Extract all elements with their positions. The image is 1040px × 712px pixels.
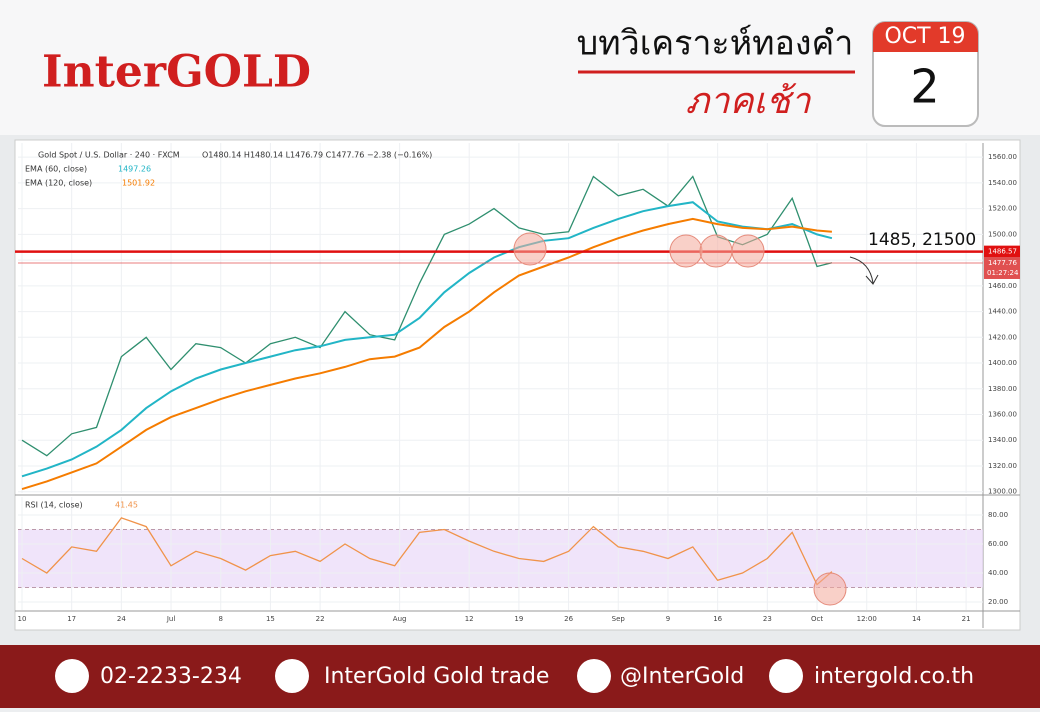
series-line — [21, 201, 833, 478]
y-tick-label: 1460.00 — [988, 282, 1017, 290]
y-tick-label: 20.00 — [988, 598, 1008, 606]
legend-rsi-value: 41.45 — [115, 501, 138, 510]
x-tick-label: 8 — [219, 615, 223, 623]
down-arrow — [849, 256, 879, 285]
x-tick-label: 17 — [67, 615, 76, 623]
line-icon — [577, 659, 611, 693]
series-line — [21, 217, 832, 491]
y-tick-label: 1500.00 — [988, 230, 1017, 238]
facebook-icon — [275, 659, 309, 693]
legend-ema120: EMA (120, close) — [25, 179, 92, 188]
legend-ema120-value: 1501.92 — [122, 179, 155, 188]
series-line — [21, 175, 833, 457]
x-tick-label: 15 — [266, 615, 275, 623]
last-price-tag — [984, 256, 1020, 279]
footer-facebook: InterGold Gold trade — [324, 664, 549, 689]
header-background — [0, 0, 1040, 135]
y-tick-label: 1320.00 — [988, 462, 1017, 470]
legend-ema60-value: 1497.26 — [118, 165, 151, 174]
title: บทวิเคราะห์ทองคำ — [577, 24, 854, 64]
calendar-top — [873, 22, 978, 52]
countdown: 01:27:24 — [987, 269, 1019, 277]
y-tick-label: 1420.00 — [988, 333, 1017, 341]
y-tick-label: 1400.00 — [988, 359, 1017, 367]
y-tick-label: 1360.00 — [988, 411, 1017, 419]
ohlc: O1480.14 H1480.14 L1476.79 C1477.76 −2.3… — [202, 151, 432, 160]
x-tick-label: 22 — [316, 615, 325, 623]
y-tick-label: 80.00 — [988, 511, 1008, 519]
last-price-label: 1477.76 — [988, 259, 1017, 267]
highlight-circle — [513, 232, 547, 266]
x-tick-label: 10 — [18, 615, 27, 623]
y-tick-label: 1440.00 — [988, 308, 1017, 316]
subtitle: ภาคเช้า — [686, 81, 813, 122]
x-tick-label: 14 — [912, 615, 921, 623]
web-icon — [769, 659, 803, 693]
phone-icon — [55, 659, 89, 693]
highlights — [513, 232, 847, 606]
legend-ema60: EMA (60, close) — [25, 165, 87, 174]
x-tick-label: Sep — [612, 615, 626, 623]
calendar-month: OCT 19 — [884, 24, 965, 49]
y-tick-label: 1380.00 — [988, 385, 1017, 393]
x-tick-label: 9 — [666, 615, 670, 623]
highlight-circle — [813, 572, 847, 606]
level-label: 1486.57 — [988, 248, 1017, 256]
y-tick-label: 40.00 — [988, 569, 1008, 577]
logo: InterGOLD — [42, 47, 311, 98]
x-tick-label: 12:00 — [857, 615, 877, 623]
x-tick-label: Aug — [393, 615, 407, 623]
calendar-day: 2 — [910, 60, 939, 114]
calendar: OCT 19 2 — [872, 21, 979, 127]
x-tick-label: 19 — [514, 615, 523, 623]
highlight-circle — [699, 234, 733, 268]
footer-website: intergold.co.th — [814, 664, 974, 689]
x-tick-label: 26 — [564, 615, 573, 623]
y-tick-label: 1300.00 — [988, 488, 1017, 496]
y-tick-label: 1540.00 — [988, 179, 1017, 187]
legend-rsi: RSI (14, close) — [25, 501, 83, 510]
y-tick-label: 1560.00 — [988, 153, 1017, 161]
x-tick-label: 23 — [763, 615, 772, 623]
y-tick-label: 1520.00 — [988, 205, 1017, 213]
level-tag — [984, 245, 1020, 258]
highlight-circle — [669, 234, 703, 268]
annotation: 1485, 21500 — [868, 230, 976, 250]
footer: 02-2233-234 InterGold Gold trade @InterG… — [55, 659, 974, 693]
footer-bar — [0, 645, 1040, 708]
y-tick-label: 60.00 — [988, 540, 1008, 548]
footer-line: @InterGold — [620, 664, 744, 689]
x-tick-label: 21 — [962, 615, 971, 623]
x-tick-label: 12 — [465, 615, 474, 623]
series-line — [21, 517, 833, 586]
x-tick-label: Oct — [811, 615, 823, 623]
x-tick-label: Jul — [166, 615, 176, 623]
y-tick-label: 1340.00 — [988, 436, 1017, 444]
x-tick-label: 16 — [713, 615, 722, 623]
highlight-circle — [731, 234, 765, 268]
symbol-title: Gold Spot / U.S. Dollar · 240 · FXCM — [38, 151, 180, 160]
x-tick-label: 24 — [117, 615, 126, 623]
footer-phone: 02-2233-234 — [100, 664, 242, 689]
